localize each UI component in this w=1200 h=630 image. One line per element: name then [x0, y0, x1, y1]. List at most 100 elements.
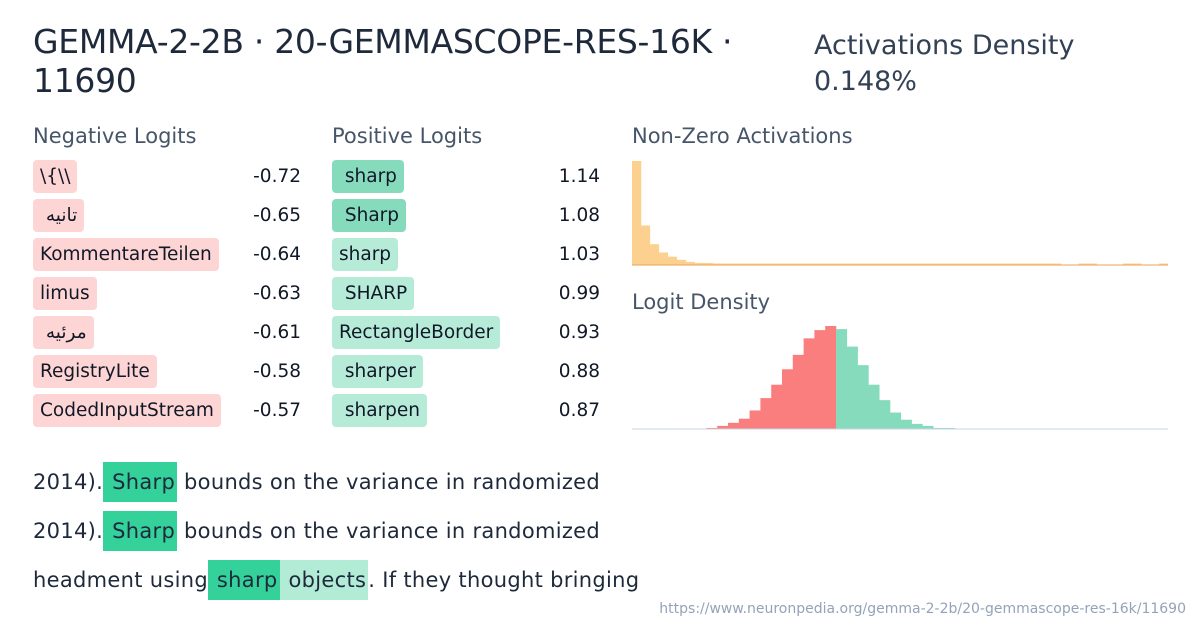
- histogram-bar: [882, 263, 892, 265]
- logit-token: تانيه: [33, 199, 85, 232]
- density-bar-positive: [879, 400, 891, 429]
- histogram-bar: [694, 262, 704, 265]
- histogram-bar: [748, 263, 758, 265]
- example-text: bounds on the variance in randomized: [177, 470, 601, 494]
- logit-value: 0.99: [558, 283, 600, 304]
- highlighted-token: Sharp: [103, 462, 178, 502]
- histogram-bar: [891, 263, 901, 265]
- histogram-bar: [953, 263, 963, 265]
- density-bar-negative: [792, 354, 804, 429]
- negative-logit-row: limus -0.63: [33, 277, 301, 316]
- density-bar-positive: [836, 329, 848, 429]
- highlighted-token: objects: [279, 560, 369, 600]
- histogram-bar: [774, 263, 785, 265]
- density-value: 0.148%: [814, 66, 917, 97]
- histogram-bar: [1016, 263, 1026, 265]
- histogram-bar: [917, 263, 928, 265]
- histogram-bar: [980, 263, 990, 265]
- density-bar-positive: [857, 365, 869, 429]
- example-text: . If they thought bringing: [368, 568, 640, 592]
- logit-value: -0.61: [253, 322, 301, 343]
- positive-logits-heading: Positive Logits: [332, 124, 483, 148]
- example-sentence: 2014). Sharp bounds on the variance in r…: [33, 511, 639, 560]
- logit-value: -0.64: [253, 244, 301, 265]
- logit-token: limus: [33, 277, 97, 310]
- positive-logit-row: SHARP 0.99: [332, 277, 600, 316]
- logit-token: CodedInputStream: [33, 394, 221, 427]
- logit-value: 1.14: [558, 166, 600, 187]
- positive-logit-row: sharp 1.03: [332, 238, 600, 277]
- density-bar-negative: [771, 384, 783, 429]
- nonzero-activations-heading: Non-Zero Activations: [632, 124, 853, 148]
- example-text: 2014).: [33, 519, 104, 543]
- negative-logit-row: RegistryLite -0.58: [33, 355, 301, 394]
- negative-logit-row: KommentareTeilen -0.64: [33, 238, 301, 277]
- histogram-bar: [632, 161, 642, 265]
- histogram-bar: [649, 244, 660, 265]
- histogram-bar: [658, 252, 669, 265]
- logit-density-heading: Logit Density: [632, 290, 771, 314]
- logit-token: sharper: [332, 355, 423, 388]
- page-title: GEMMA-2-2B · 20-GEMMASCOPE-RES-16K · 116…: [33, 22, 733, 100]
- histogram-bar: [730, 263, 740, 265]
- histogram-bar: [1159, 263, 1168, 265]
- histogram-bar: [837, 263, 847, 265]
- density-bar-negative: [782, 369, 794, 429]
- logit-value: 0.88: [558, 361, 600, 382]
- negative-logit-row: تانيه -0.65: [33, 199, 301, 238]
- logit-token: KommentareTeilen: [33, 238, 219, 271]
- histogram-bar: [1034, 263, 1044, 265]
- density-bar-positive: [911, 423, 923, 429]
- density-bar-negative: [717, 425, 729, 429]
- histogram-bar: [944, 263, 954, 265]
- density-bar-negative: [706, 427, 718, 429]
- histogram-bar: [900, 263, 910, 265]
- histogram-bar: [864, 263, 874, 265]
- activation-density: Activations Density 0.148%: [814, 28, 1074, 100]
- density-bar-positive: [846, 346, 858, 429]
- histogram-bar: [873, 263, 883, 265]
- source-url: https://www.neuronpedia.org/gemma-2-2b/2…: [659, 601, 1186, 617]
- density-bar-negative: [814, 330, 826, 429]
- density-bar-positive: [933, 427, 945, 429]
- logit-value: -0.58: [253, 361, 301, 382]
- negative-logits-heading: Negative Logits: [33, 124, 197, 148]
- histogram-bar: [783, 263, 794, 265]
- histogram-bar: [721, 263, 731, 265]
- histogram-bar: [1051, 263, 1062, 265]
- histogram-bar: [1025, 263, 1035, 265]
- histogram-bar: [739, 263, 749, 265]
- histogram-bar: [685, 261, 695, 265]
- activation-examples: 2014). Sharp bounds on the variance in r…: [33, 462, 639, 609]
- density-bar-negative: [760, 398, 772, 429]
- histogram-bar: [801, 263, 811, 265]
- positive-logit-row: RectangleBorder 0.93: [332, 316, 600, 355]
- example-text: 2014).: [33, 470, 104, 494]
- density-bar-positive: [944, 427, 956, 429]
- logit-token: \{\\: [33, 160, 78, 193]
- logit-value: -0.65: [253, 205, 301, 226]
- logit-token: مرئيه: [33, 316, 94, 349]
- histogram-bar: [1132, 263, 1142, 265]
- histogram-bar: [712, 263, 722, 265]
- logit-value: 0.93: [558, 322, 600, 343]
- histogram-bar: [1123, 263, 1133, 265]
- histogram-bar: [1042, 263, 1053, 265]
- histogram-bar: [1087, 263, 1097, 265]
- highlighted-token: sharp: [207, 560, 280, 600]
- positive-logits-list: sharp 1.14 Sharp 1.08 sharp 1.03 SHARP 0…: [332, 160, 600, 433]
- logit-token: Sharp: [332, 199, 407, 232]
- nonzero-activations-chart: [632, 158, 1168, 268]
- histogram-bar: [935, 263, 945, 265]
- positive-logit-row: sharpen 0.87: [332, 394, 600, 433]
- logit-token: sharpen: [332, 394, 428, 427]
- logit-value: -0.72: [253, 166, 301, 187]
- density-bar-negative: [825, 326, 837, 429]
- example-sentence: 2014). Sharp bounds on the variance in r…: [33, 462, 639, 511]
- histogram-bar: [908, 263, 919, 265]
- nonzero-activations-histogram: [632, 161, 1168, 266]
- negative-logit-row: \{\\ -0.72: [33, 160, 301, 199]
- positive-logit-row: sharp 1.14: [332, 160, 600, 199]
- histogram-bar: [676, 259, 686, 265]
- logit-token: RegistryLite: [33, 355, 157, 388]
